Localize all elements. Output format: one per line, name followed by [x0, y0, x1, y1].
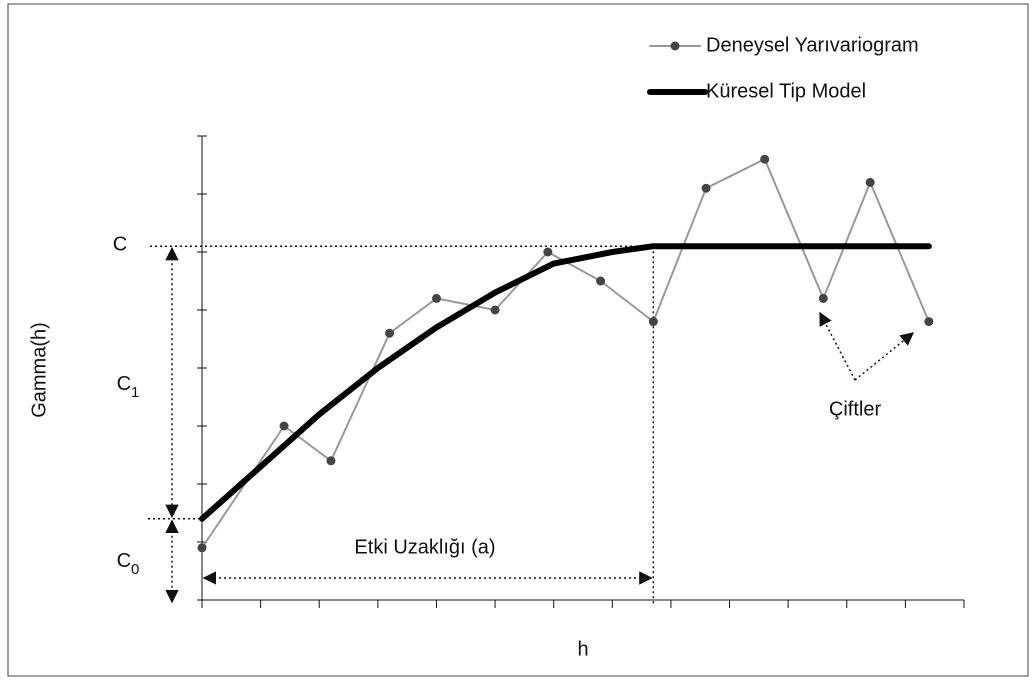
data-point: [279, 421, 289, 431]
data-point: [701, 183, 711, 193]
data-point: [818, 293, 828, 303]
label-sub: 1: [131, 384, 139, 401]
nugget-label: C0: [117, 550, 140, 578]
data-point: [865, 177, 875, 187]
data-point: [760, 154, 770, 164]
sill-label: C: [113, 233, 127, 255]
pairs-arrow: [854, 332, 915, 381]
data-point: [596, 276, 606, 286]
legend-marker: [670, 41, 680, 51]
legend-label: Küresel Tip Model: [706, 80, 866, 102]
data-point: [924, 317, 934, 327]
data-point: [385, 328, 395, 338]
label-main: C: [117, 550, 131, 572]
data-point: [648, 317, 658, 327]
y-axis-label: Gamma(h): [28, 322, 50, 418]
x-axis-label: h: [577, 638, 588, 660]
pairs-label: Çiftler: [829, 398, 882, 420]
pairs-arrow: [819, 311, 856, 381]
range-label: Etki Uzaklığı (a): [354, 536, 495, 558]
series-line: [201, 158, 930, 549]
label-sub: 0: [131, 561, 139, 578]
partial-sill-label: C1: [117, 373, 140, 401]
label-main: C: [117, 373, 131, 395]
data-point: [197, 543, 207, 553]
series-line: [199, 243, 932, 522]
legend-label: Deneysel Yarıvariogram: [706, 34, 919, 56]
data-point: [490, 305, 500, 315]
data-point: [543, 247, 553, 257]
data-point: [431, 293, 441, 303]
data-point: [326, 456, 336, 466]
frame: [7, 3, 1029, 677]
